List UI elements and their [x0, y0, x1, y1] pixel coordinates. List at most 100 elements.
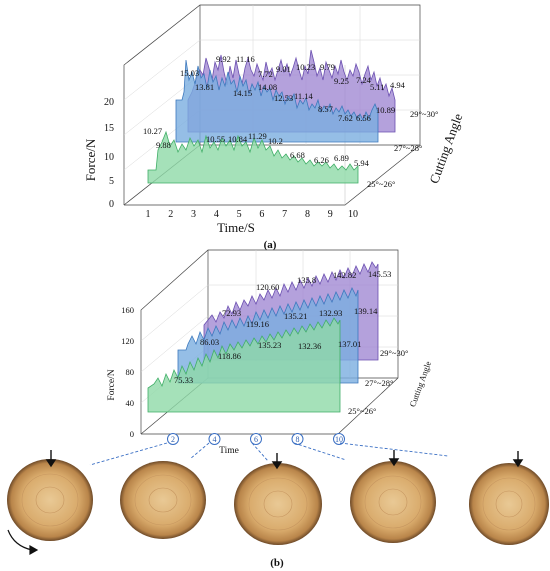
rotation-arrow-icon [7, 529, 39, 556]
caption-b: (b) [270, 557, 284, 569]
panel-a-zlabel: Cutting Angle [426, 111, 465, 185]
x-tick-label: 2 [168, 209, 173, 220]
y-tick-label: 0 [109, 199, 114, 210]
time-marker-circle [333, 433, 345, 445]
time-marker-circle [250, 433, 262, 445]
series-area-25-26 [147, 317, 341, 413]
time-marker-circle [291, 433, 304, 445]
x-tick-label: 8 [305, 209, 310, 220]
x-tick-label: 5 [237, 209, 242, 220]
peak-label: 10.23 [296, 62, 315, 72]
panel-b-peak-labels: 72.93 120.60 135.8 142.82 145.53 86.03 1… [174, 269, 391, 385]
peak-label: 9.92 [216, 54, 231, 64]
y-tick-label: 120 [121, 336, 134, 346]
peak-label: 12.53 [274, 93, 293, 103]
y-tick-label: 40 [126, 398, 135, 408]
peak-label: 15.03 [180, 68, 199, 78]
x-tick-label: 9 [328, 209, 333, 220]
peak-label: 132.36 [298, 341, 321, 351]
y-tick-label: 15 [104, 123, 114, 134]
peak-label: 120.60 [256, 282, 279, 292]
time-marker-circle [167, 433, 179, 445]
z-tick-label: 29°~30° [380, 348, 408, 358]
arrow-down-icon [45, 450, 524, 470]
x-tick-label: 7 [282, 209, 287, 220]
time-marker-label: 6 [254, 435, 258, 444]
x-tick-label: 6 [259, 209, 264, 220]
z-tick-label: 25°~26° [348, 406, 376, 416]
z-tick-label: 27°~28° [365, 378, 393, 388]
panel-a-z-ticks: 25°~26° 27°~28° 29°~30° [367, 109, 438, 189]
y-tick-label: 10 [104, 152, 114, 163]
peak-label: 9.88 [156, 140, 171, 150]
peak-label: 5.94 [354, 158, 370, 168]
y-tick-label: 160 [121, 305, 134, 315]
peak-label: 7.62 [338, 113, 353, 123]
panel-a-ylabel: Force/N [83, 138, 98, 181]
peak-label: 132.93 [319, 308, 342, 318]
peak-label: 135.23 [258, 340, 281, 350]
peak-label: 13.81 [195, 82, 214, 92]
peak-label: 11.16 [236, 54, 255, 64]
peak-label: 10.89 [376, 105, 395, 115]
peak-label: 10.84 [228, 134, 248, 144]
series-area-25-26 [147, 130, 359, 184]
peak-label: 9.79 [320, 62, 335, 72]
peak-label: 10.27 [143, 126, 162, 136]
panel-b-xlabel: Time [219, 446, 239, 456]
peak-label: 118.86 [218, 351, 241, 361]
time-marker-circle [208, 433, 221, 445]
peak-label: 7.72 [258, 69, 273, 79]
peak-label: 11.29 [248, 131, 267, 141]
wood-disc [120, 461, 206, 539]
peak-label: 86.03 [200, 337, 219, 347]
y-tick-label: 80 [126, 367, 135, 377]
x-tick-label: 3 [191, 209, 196, 220]
peak-label: 9.01 [276, 64, 291, 74]
peak-label: 11.14 [294, 91, 314, 101]
time-marker-label: 8 [296, 435, 300, 444]
wood-disc [350, 461, 436, 543]
peak-label: 14.08 [258, 82, 277, 92]
peak-label: 5.11 [370, 82, 385, 92]
panel-b-y-ticks: 0 40 80 120 160 [121, 305, 134, 439]
peak-label: 142.82 [333, 270, 356, 280]
peak-label: 135.21 [284, 311, 307, 321]
z-tick-label: 29°~30° [410, 109, 438, 119]
peak-label: 14.15 [233, 88, 252, 98]
panel-a-peak-labels: 15.03 9.92 11.16 7.72 9.01 10.23 9.79 9.… [143, 54, 406, 168]
panel-b-time-markers: 2 4 6 8 10 [167, 433, 345, 445]
peak-label: 4.94 [390, 80, 406, 90]
y-tick-label: 0 [130, 429, 134, 439]
wood-disc [7, 459, 93, 541]
wood-disc [234, 463, 322, 545]
z-tick-label: 27°~28° [394, 143, 422, 153]
peak-label: 10.55 [206, 134, 225, 144]
z-tick-label: 25°~26° [367, 179, 395, 189]
panel-b-zlabel: Cutting Angle [407, 360, 433, 409]
peak-label: 8.57 [318, 104, 333, 114]
peak-label: 6.68 [290, 150, 305, 160]
panel-b: 72.93 120.60 135.8 142.82 145.53 86.03 1… [7, 249, 549, 569]
peak-label: 7.24 [356, 75, 372, 85]
peak-label: 6.26 [314, 155, 329, 165]
time-marker-label: 4 [213, 435, 217, 444]
time-marker-label: 10 [335, 435, 343, 444]
peak-label: 145.53 [368, 269, 391, 279]
caption-a: (a) [264, 239, 277, 251]
peak-label: 139.14 [354, 306, 378, 316]
peak-label: 119.16 [246, 319, 269, 329]
panel-a-xlabel: Time/S [217, 220, 255, 235]
time-marker-label: 2 [171, 435, 175, 444]
x-tick-label: 10 [348, 209, 358, 220]
series-area-27-28 [175, 59, 379, 143]
peak-label: 135.8 [297, 275, 316, 285]
panel-b-ylabel: Force/N [107, 369, 117, 400]
peak-label: 6.56 [356, 113, 371, 123]
peak-label: 6.89 [334, 153, 349, 163]
panel-a-x-ticks: 1 2 3 4 5 6 7 8 9 10 [146, 209, 359, 220]
y-tick-label: 5 [109, 176, 114, 187]
peak-label: 9.25 [334, 76, 349, 86]
panel-a: 15.03 9.92 11.16 7.72 9.01 10.23 9.79 9.… [83, 4, 465, 251]
peak-label: 75.33 [174, 375, 193, 385]
